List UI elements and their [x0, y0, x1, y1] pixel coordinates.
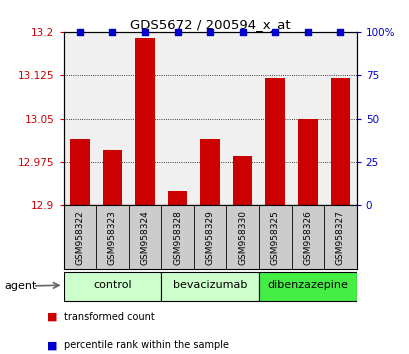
Text: GSM958329: GSM958329 — [205, 210, 214, 265]
Text: GSM958325: GSM958325 — [270, 210, 279, 265]
Text: GSM958323: GSM958323 — [108, 210, 117, 265]
Text: percentile rank within the sample: percentile rank within the sample — [63, 340, 228, 350]
Title: GDS5672 / 200594_x_at: GDS5672 / 200594_x_at — [130, 18, 290, 31]
Text: control: control — [93, 280, 131, 290]
Bar — [102, 150, 122, 205]
Text: agent: agent — [4, 281, 36, 291]
Bar — [297, 119, 317, 205]
Point — [239, 29, 245, 35]
Point — [336, 29, 343, 35]
FancyBboxPatch shape — [63, 273, 161, 301]
Text: dibenzazepine: dibenzazepine — [267, 280, 347, 290]
Bar — [167, 191, 187, 205]
Point — [271, 29, 278, 35]
Bar — [265, 78, 284, 205]
Bar — [330, 78, 349, 205]
Bar — [70, 139, 90, 205]
Point — [174, 29, 180, 35]
Text: bevacizumab: bevacizumab — [173, 280, 247, 290]
Bar — [200, 139, 219, 205]
Text: GSM958330: GSM958330 — [238, 210, 247, 266]
Text: GSM958322: GSM958322 — [75, 210, 84, 265]
Point — [206, 29, 213, 35]
Text: GSM958327: GSM958327 — [335, 210, 344, 265]
FancyBboxPatch shape — [258, 273, 356, 301]
Point — [76, 29, 83, 35]
Text: transformed count: transformed count — [63, 312, 154, 322]
Text: GSM958328: GSM958328 — [173, 210, 182, 265]
Text: ■: ■ — [47, 312, 58, 322]
Point — [142, 29, 148, 35]
Point — [109, 29, 115, 35]
Text: GSM958324: GSM958324 — [140, 210, 149, 265]
Bar — [232, 156, 252, 205]
FancyBboxPatch shape — [161, 273, 258, 301]
Text: GSM958326: GSM958326 — [303, 210, 312, 265]
Point — [304, 29, 310, 35]
Text: ■: ■ — [47, 340, 58, 350]
Bar — [135, 38, 154, 205]
